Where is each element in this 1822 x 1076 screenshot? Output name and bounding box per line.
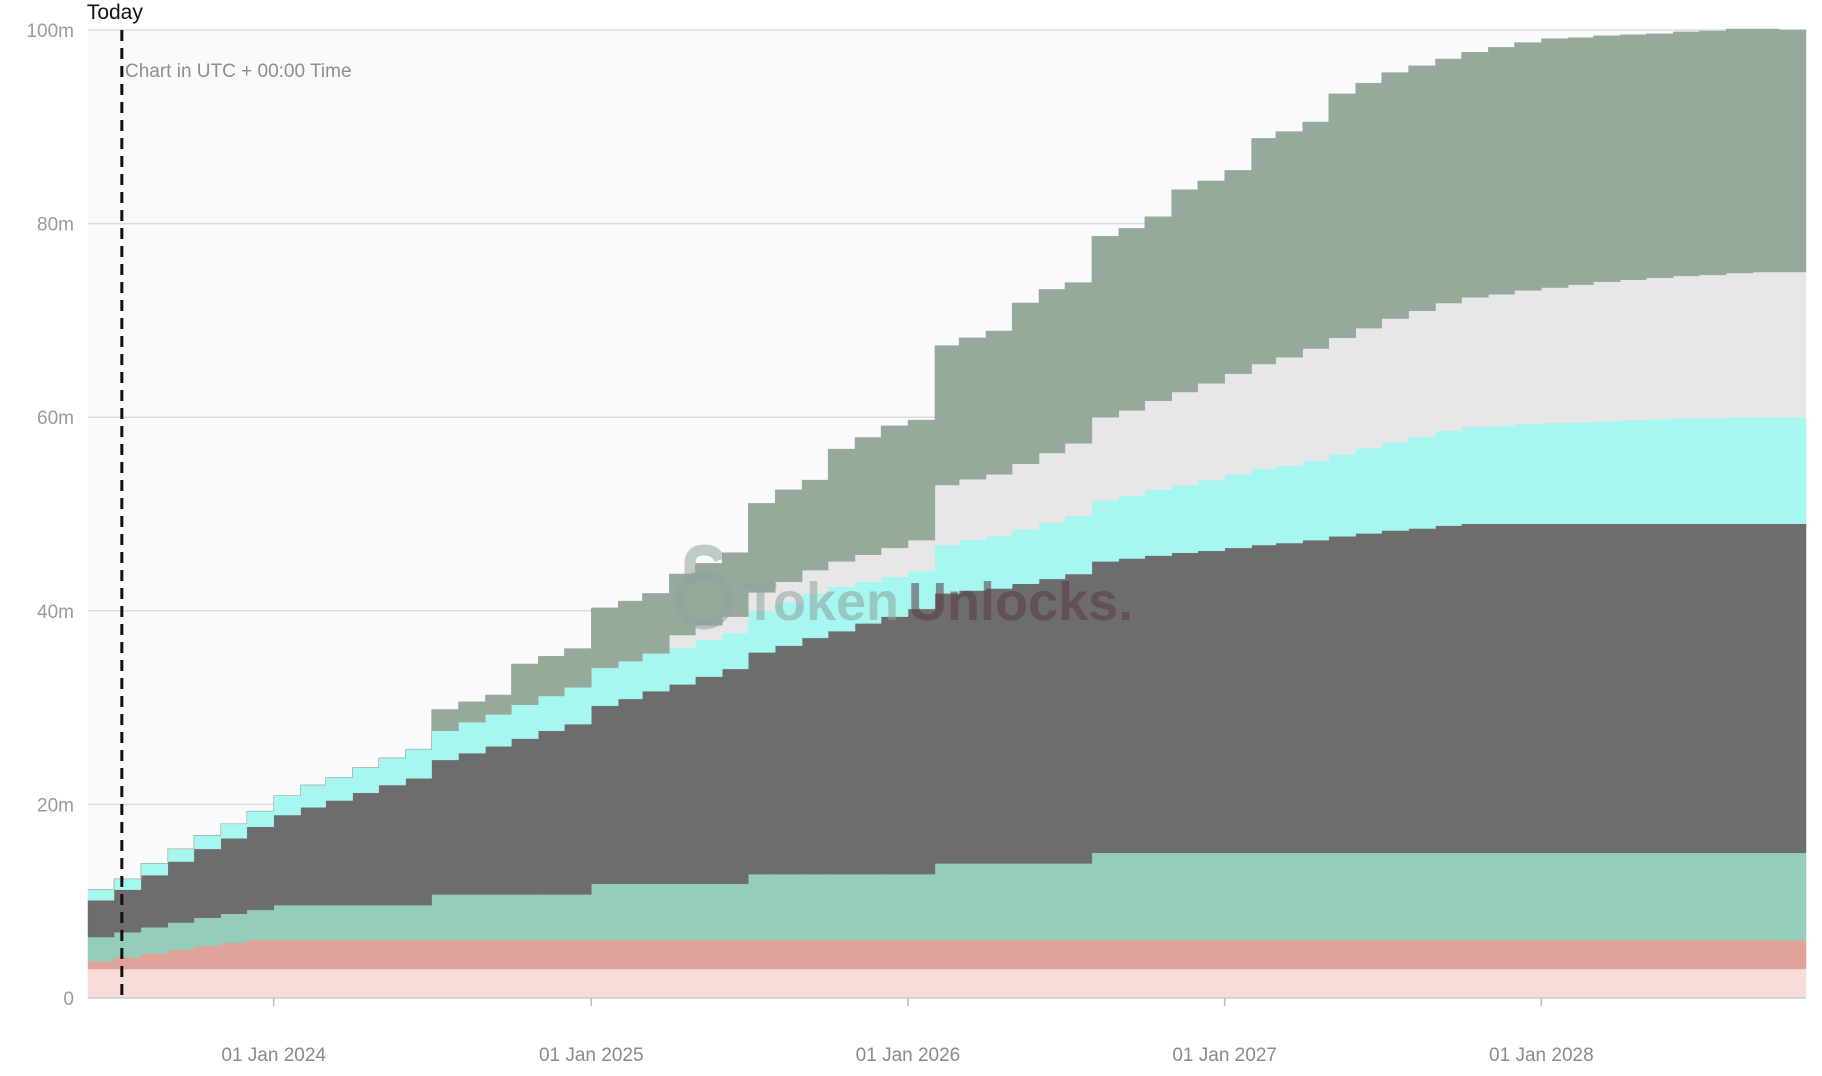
- y-axis: 0 20m 40m 60m 80m 100m: [26, 21, 74, 1010]
- watermark-shackle: [684, 544, 726, 582]
- x-axis: 01 Jan 2024 01 Jan 2025 01 Jan 2026 01 Jan …: [88, 997, 1806, 1066]
- watermark-text-unlocks: Unlocks.: [908, 572, 1133, 632]
- x-tick-label: 01 Jan 2028: [1489, 1045, 1594, 1066]
- x-tick-label: 01 Jan 2026: [856, 1045, 961, 1066]
- area-series-2: [87, 939, 1807, 970]
- watermark-lock-icon: [674, 570, 734, 630]
- y-tick-label: 40m: [37, 602, 74, 623]
- x-tick-label: 01 Jan 2025: [539, 1045, 644, 1066]
- stacked-areas: [87, 28, 1807, 999]
- watermark-text-token: Token: [744, 572, 899, 632]
- watermark-logo: Token Unlocks.: [674, 544, 1133, 632]
- x-tick-label: 01 Jan 2027: [1172, 1045, 1277, 1066]
- y-tick-label: 20m: [37, 795, 74, 816]
- today-label: Today: [87, 1, 144, 24]
- y-tick-label: 60m: [37, 408, 74, 429]
- area-series-7: [88, 28, 1807, 890]
- x-tick-label: 01 Jan 2024: [221, 1045, 326, 1066]
- area-series-1: [87, 968, 1807, 999]
- y-tick-label: 100m: [26, 21, 74, 42]
- timezone-note: Chart in UTC + 00:00 Time: [125, 61, 352, 82]
- y-tick-label: 0: [63, 989, 74, 1010]
- y-tick-label: 80m: [37, 215, 74, 236]
